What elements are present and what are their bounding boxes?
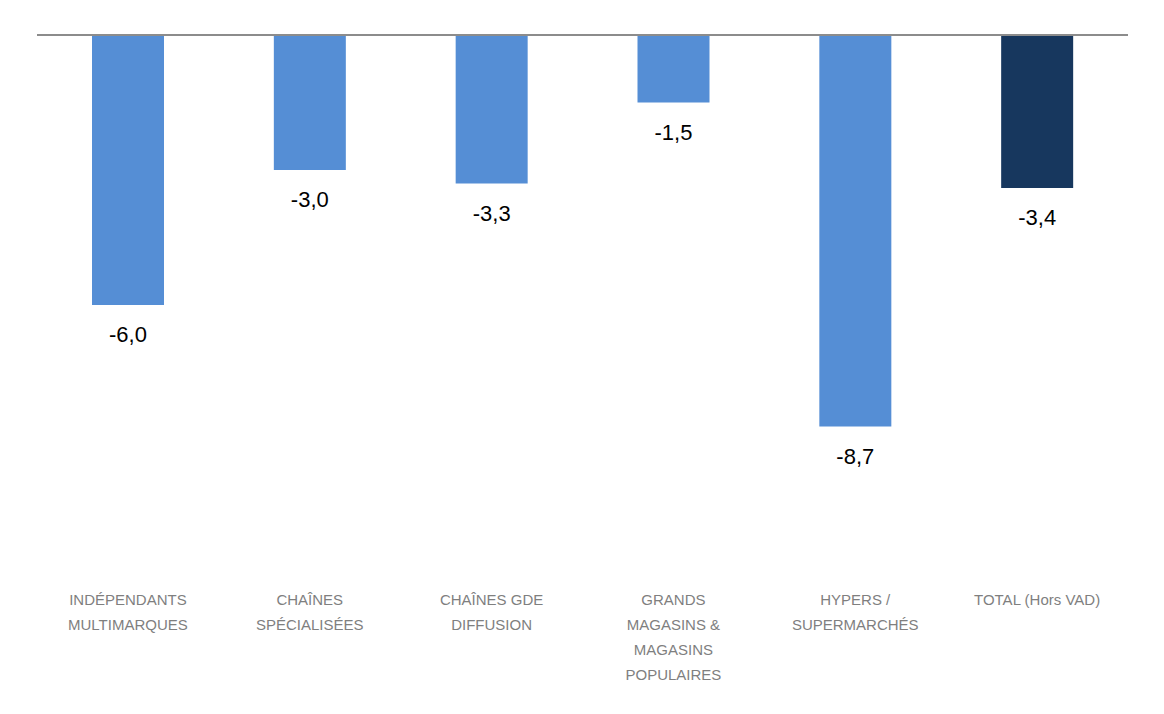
svg-text:-3,0: -3,0 (291, 187, 329, 212)
svg-text:-1,5: -1,5 (655, 120, 693, 145)
svg-text:CHAÎNES GDEDIFFUSION: CHAÎNES GDEDIFFUSION (440, 591, 543, 633)
svg-text:CHAÎNESSPÉCIALISÉES: CHAÎNESSPÉCIALISÉES (256, 591, 364, 633)
svg-text:-8,7: -8,7 (836, 444, 874, 469)
svg-text:TOTAL (Hors VAD): TOTAL (Hors VAD) (974, 591, 1100, 608)
svg-text:GRANDSMAGASINS &MAGASINSPOPULA: GRANDSMAGASINS &MAGASINSPOPULAIRES (625, 591, 721, 683)
svg-text:-6,0: -6,0 (109, 322, 147, 347)
svg-text:-3,4: -3,4 (1018, 205, 1056, 230)
svg-text:-3,3: -3,3 (473, 201, 511, 226)
svg-text:INDÉPENDANTSMULTIMARQUES: INDÉPENDANTSMULTIMARQUES (68, 591, 188, 633)
svg-text:HYPERS /SUPERMARCHÉS: HYPERS /SUPERMARCHÉS (792, 591, 919, 633)
